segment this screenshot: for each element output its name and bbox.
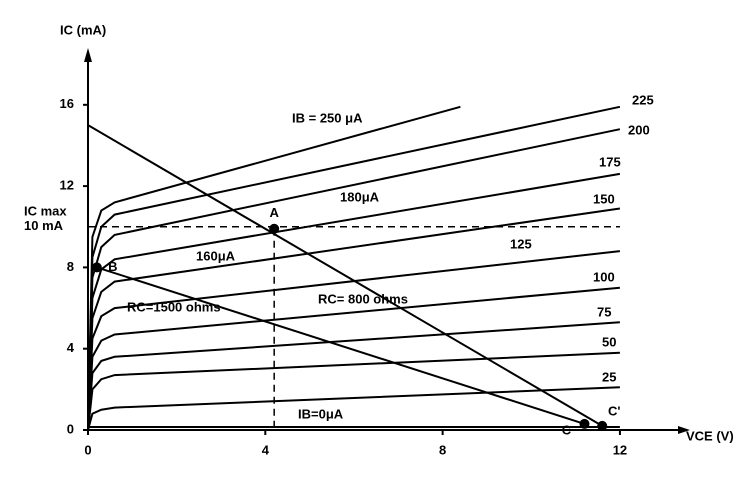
curve-label: IB=0μA [298,406,344,421]
operating-point [91,262,102,273]
x-axis-label: VCE (V) [686,428,734,443]
point-label: C' [608,403,620,418]
y-tick-label: 0 [67,421,74,436]
load-line-label: RC=1500 ohms [127,299,221,314]
characteristic-curve [87,105,621,431]
curve-label: 225 [632,92,654,107]
y-tick-label: 4 [67,340,75,355]
x-axis-arrow [678,426,690,434]
y-axis-arrow [84,48,92,62]
operating-point [579,418,590,429]
point-label: C [562,422,572,437]
ic-max-label: IC max [24,203,67,218]
characteristic-curve [87,321,620,431]
load-line [96,266,585,425]
annotation: 180μA [340,189,380,204]
x-tick-label: 0 [84,442,91,457]
x-tick-label: 12 [613,442,627,457]
operating-point [269,223,280,234]
characteristic-curve [87,105,461,431]
y-tick-label: 12 [60,178,74,193]
annotation: 160μA [196,248,236,263]
point-label: A [269,205,279,220]
y-tick-label: 16 [60,96,74,111]
curve-label: 175 [599,154,621,169]
point-label: B [108,259,117,274]
x-tick-label: 8 [439,442,446,457]
curve-label: 200 [628,122,650,137]
operating-point [597,420,608,431]
ic-max-value-label: 10 mA [24,218,64,233]
curve-label: 125 [510,236,532,251]
characteristic-curve [87,207,621,431]
characteristic-curve [87,386,620,431]
load-line [87,124,603,427]
load-line-label: RC= 800 ohms [318,291,408,306]
curve-label: 150 [593,191,615,206]
curve-label: 100 [593,269,615,284]
curve-label: 75 [597,304,611,319]
x-tick-label: 4 [262,442,270,457]
curve-label: IB = 250 μA [292,110,363,125]
y-axis-label: IC (mA) [60,22,106,37]
curve-label: 50 [602,334,616,349]
y-tick-label: 8 [67,259,74,274]
curve-label: 25 [602,369,616,384]
